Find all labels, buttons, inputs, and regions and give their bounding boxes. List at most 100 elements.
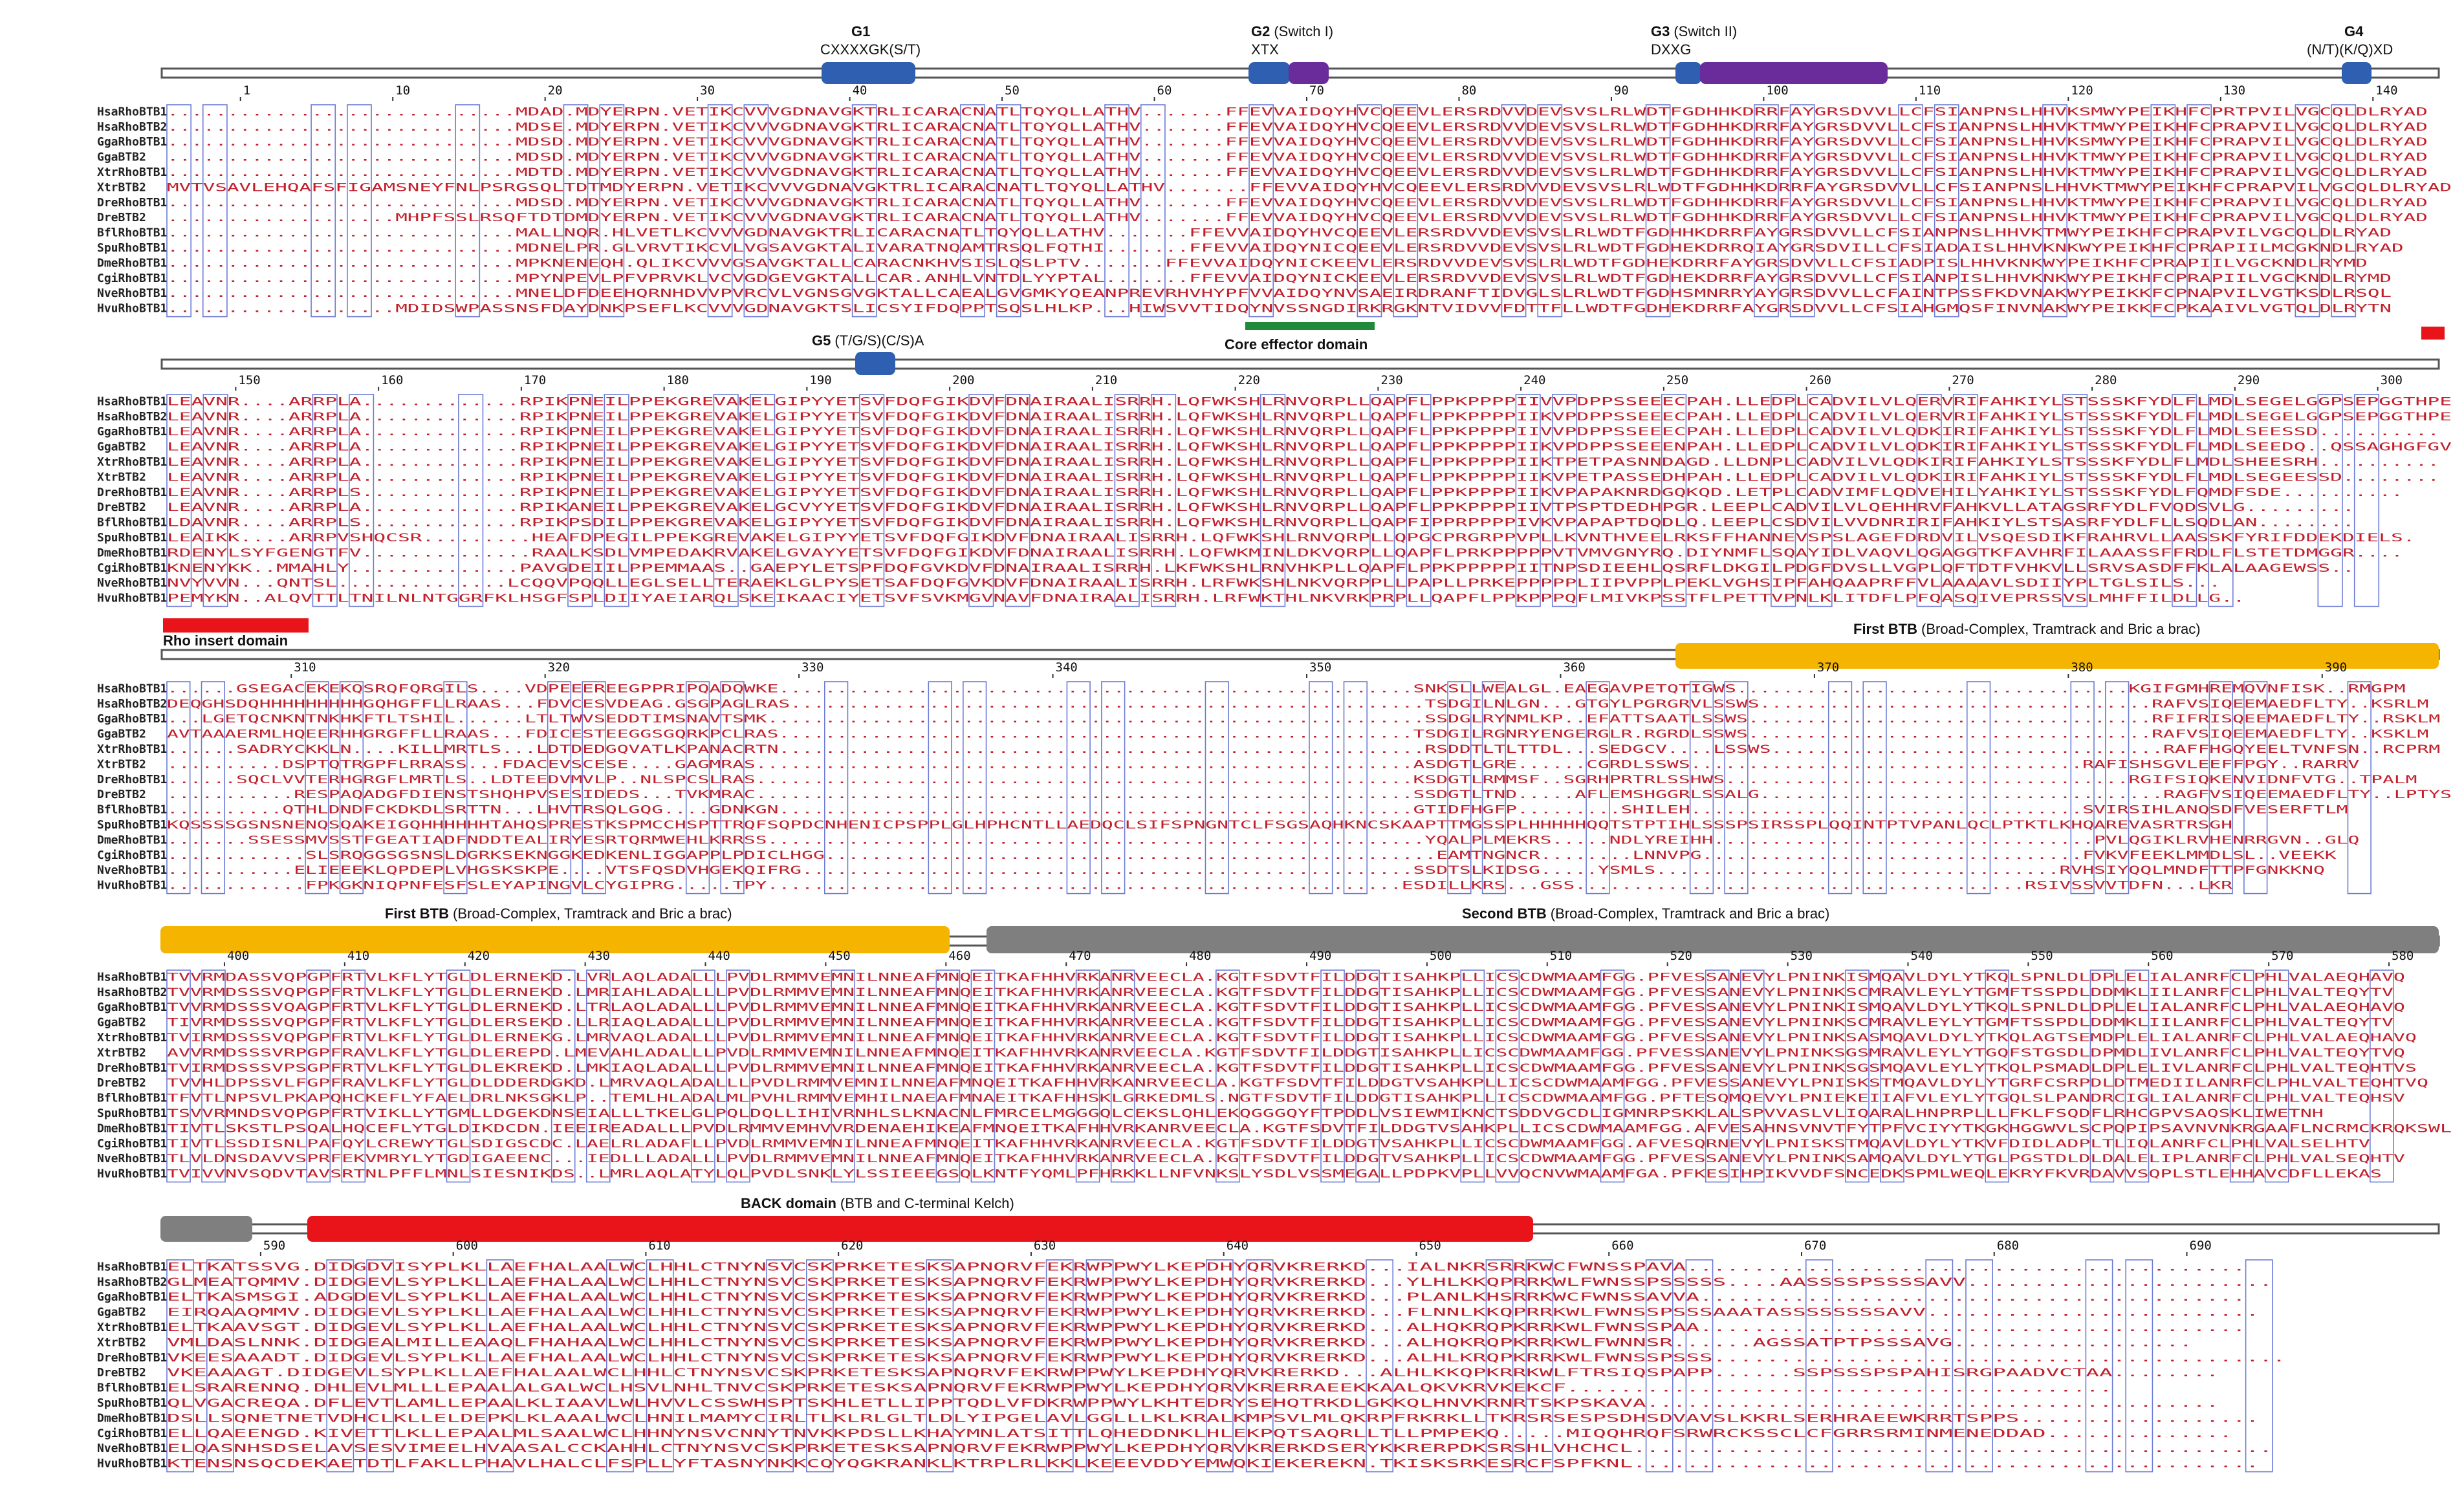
sequence-row: TFVTLNPSVLPKAPQHCKEFLYFAELDRLNKSGKLP..TE… [167, 1092, 2405, 1105]
similarity-box [306, 969, 331, 1183]
second-btb-end-bar [160, 1216, 252, 1242]
ruler-number: 460 [948, 949, 970, 963]
ruler-number: 290 [2238, 373, 2260, 387]
species-label: XtrBTB2 [97, 1336, 146, 1349]
sequence-row: ELLQAEENGD.KIVETTLKLLEPAALMLSAALWCLHHNYN… [167, 1427, 2232, 1440]
sequence-row: TVVRMDASSVQPGPFRTVLKFLYTGLDLERNEKD.LVRLA… [167, 971, 2405, 984]
similarity-box [1966, 681, 1991, 894]
species-label: NveRhoBTB1 [97, 1442, 167, 1455]
sequence-row: .............................MDNELPR.GLV… [167, 242, 2404, 255]
sequence-row: ......SQCLVVTERHGRGFLMRTLS..LDTEEDVMVLP.… [167, 774, 2417, 786]
similarity-box [691, 969, 715, 1183]
species-label: DreBTB2 [97, 1366, 146, 1380]
sequence-row: MVTVSAVLEHQAFSFIGAMSNEYFNLPSRGSQLTDTMDYE… [167, 181, 2452, 194]
similarity-box [604, 394, 629, 607]
sequence-row: VMLDASLNNK.DIDGEALMILLEAAQLFHAHAALWCLHHL… [167, 1336, 2192, 1349]
ruler-number: 280 [2095, 373, 2117, 387]
species-label: NveRhoBTB1 [97, 576, 167, 590]
sequence-row: ...................MHPFSSLRSQFTDTDMDYERP… [167, 211, 2428, 224]
similarity-box [202, 394, 228, 607]
sequence-row: ...........ELIEEEKLQPDEPLVHGSKSKPE....VT… [167, 864, 2325, 877]
ruler-number: 600 [456, 1239, 478, 1253]
switch2-box [1700, 62, 1888, 84]
similarity-box [311, 104, 336, 318]
sequence-row: LEAVNR....ARRPLA.............RPIKPNEILPP… [167, 471, 2439, 484]
ruler-number: 130 [2223, 83, 2245, 98]
species-label: HsaRhoBTB1 [97, 105, 167, 118]
species-label: HsaRhoBTB2 [97, 120, 167, 134]
similarity-box [935, 969, 961, 1183]
similarity-box [1754, 104, 1779, 318]
similarity-box [743, 104, 769, 318]
sequence-row: .............................MALLNQR.HLV… [167, 227, 2392, 240]
similarity-box [1357, 104, 1382, 318]
species-label: DreBTB2 [97, 788, 146, 801]
similarity-box [2229, 969, 2254, 1183]
block2-footer-track: Rho insert domain First BTB (Broad-Comple… [160, 618, 2440, 669]
similarity-box [1771, 394, 1796, 607]
ruler-number: 160 [381, 373, 403, 387]
species-label: GgaBTB2 [97, 1016, 146, 1030]
similarity-box [455, 104, 481, 318]
similarity-box [166, 104, 191, 318]
similarity-box [1827, 681, 1853, 894]
sequence-row: ............SLSRQGGSGSNSLDGRKSEKNGGKEDKE… [167, 849, 2337, 862]
block3-footer-track: First BTB (Broad-Complex, Tramtrack and B… [160, 905, 2440, 953]
similarity-box [996, 104, 1021, 318]
similarity-box [646, 1259, 674, 1473]
similarity-box [1393, 104, 1419, 318]
species-label: DreRhoBTB1 [97, 773, 167, 786]
ruler-number: 560 [2151, 949, 2173, 963]
similarity-box [585, 969, 611, 1183]
sequence-row: TIVTLSKSTLPSQALHQCEFLYTGLDIKDCDN.IEEIREA… [167, 1122, 2452, 1135]
block1-footer-track: Core effector domain G5 (T/G/S)(C/S)A [160, 322, 2445, 375]
similarity-box [851, 104, 877, 318]
ruler-number: 110 [1919, 83, 1941, 98]
similarity-box [1537, 104, 1563, 318]
sequence-row: .............................MDSE.MDYERP… [167, 121, 2428, 134]
similarity-box [547, 681, 572, 894]
species-label: HsaRhoBTB1 [97, 682, 167, 695]
species-label: GgaRhoBTB1 [97, 1001, 167, 1014]
ruler-number: 10 [395, 83, 410, 98]
similarity-box [347, 104, 372, 318]
ruler-number: 530 [1791, 949, 1813, 963]
species-label: BflRhoBTB1 [97, 1092, 167, 1105]
species-label: SpuRhoBTB1 [97, 1396, 167, 1410]
ruler-number: 630 [1034, 1239, 1056, 1253]
similarity-box [201, 969, 226, 1183]
g1-motif-box [822, 62, 915, 84]
ruler-number: 500 [1430, 949, 1452, 963]
ruler-number: 620 [841, 1239, 863, 1253]
ruler-number: 640 [1227, 1239, 1248, 1253]
similarity-box [339, 681, 364, 894]
similarity-box [2062, 394, 2088, 607]
sequence-row: PEMYKN..ALQVTTLTNILNLNTGGRFKLHSGFSPLDIIY… [167, 592, 2245, 605]
similarity-box [1066, 681, 1091, 894]
similarity-box [2353, 394, 2380, 607]
similarity-box [166, 969, 191, 1183]
species-label: HsaRhoBTB2 [97, 410, 167, 424]
similarity-box [1101, 681, 1126, 894]
similarity-box [2105, 681, 2130, 894]
rho-insert-bar [163, 618, 309, 633]
ruler-number: 690 [2190, 1239, 2212, 1253]
species-label: CgiRhoBTB1 [97, 272, 167, 285]
sequence-row: ............FPKGKNIQPNFESFSLEYAPINGVLCYG… [167, 880, 2233, 893]
sequence-row: .......SSESSMVSSTFGEATIADFNDDTEALIRYESRT… [167, 834, 2359, 847]
ruler-number: 170 [524, 373, 546, 387]
species-label: XtrBTB2 [97, 470, 146, 484]
first-btb-label-1: First BTB (Broad-Complex, Tramtrack and B… [1853, 621, 2201, 637]
block4-footer-track: BACK domain (BTB and C-terminal Kelch) [160, 1195, 2440, 1242]
similarity-box [1045, 1259, 1074, 1473]
species-label: DreRhoBTB1 [97, 196, 167, 210]
similarity-box [1501, 104, 1527, 318]
ruler-number: 410 [347, 949, 369, 963]
ruler-number: 670 [1804, 1239, 1826, 1253]
similarity-box [206, 1259, 234, 1473]
sequence-row: .............................MDTD.MDYERP… [167, 166, 2428, 179]
ruler-number: 240 [1523, 373, 1545, 387]
ruler-number: 520 [1670, 949, 1692, 963]
similarity-box [2245, 1259, 2273, 1473]
similarity-box [1685, 1259, 1714, 1473]
